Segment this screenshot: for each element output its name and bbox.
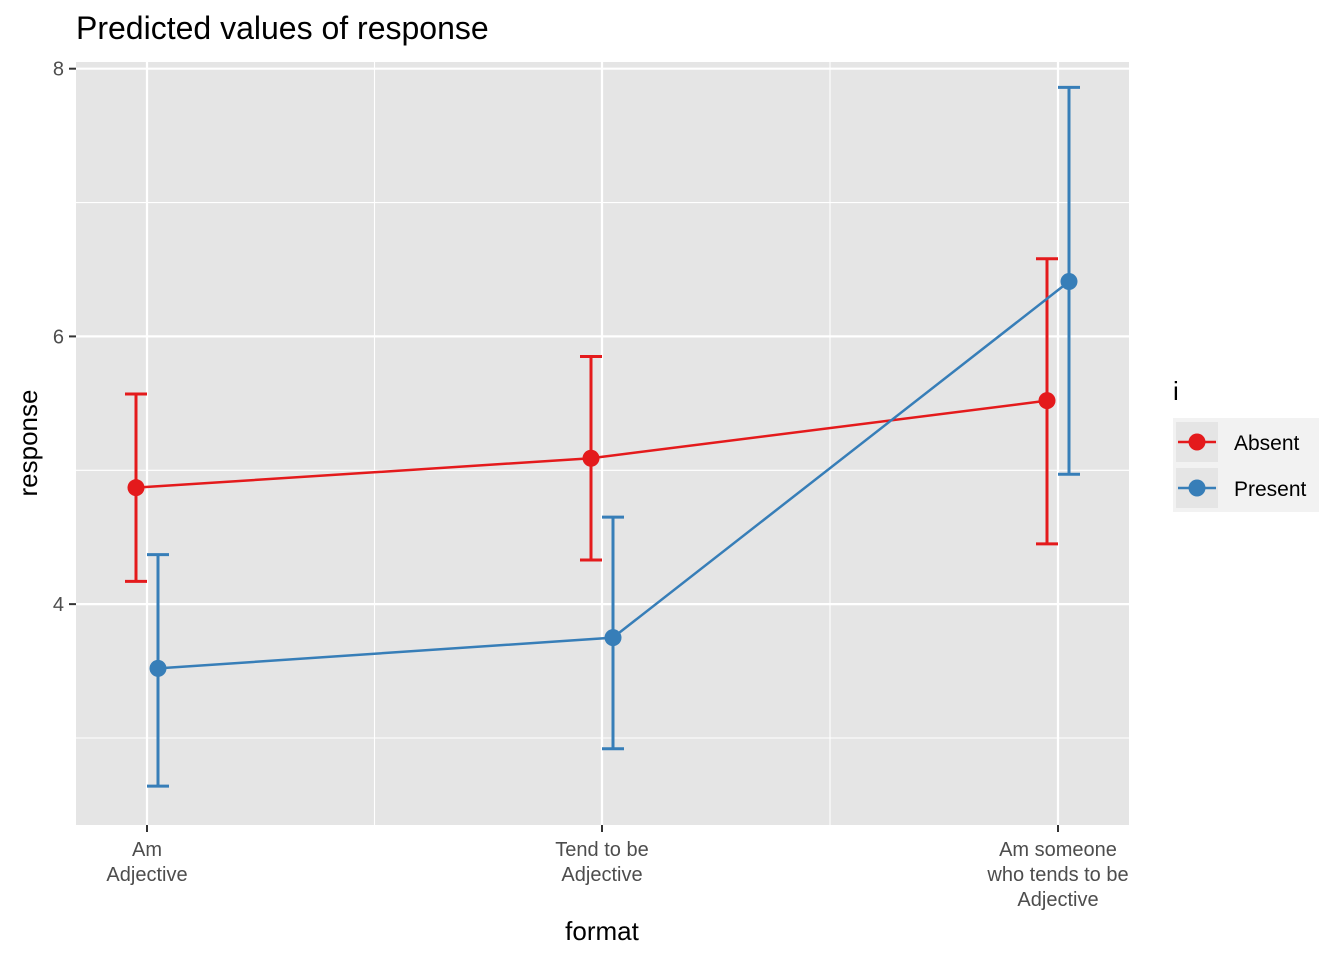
- x-tick-label: Tend to be Adjective: [555, 839, 648, 886]
- y-tick-label: 4: [53, 594, 64, 616]
- data-point: [604, 629, 622, 647]
- legend-key-point: [1188, 479, 1206, 497]
- y-tick-label: 6: [53, 326, 64, 348]
- x-tick-label: Am Adjective: [106, 839, 187, 886]
- legend-key-absent: [1176, 422, 1218, 462]
- y-tick-label: 8: [53, 59, 64, 81]
- y-axis: 4 6 8: [53, 59, 76, 616]
- data-point: [1038, 392, 1056, 410]
- series-absent: [125, 257, 1058, 583]
- legend-label: Present: [1234, 478, 1307, 501]
- x-axis-title: format: [565, 916, 639, 946]
- data-point: [582, 449, 600, 467]
- x-axis: Am Adjective Tend to be Adjective Am someone…: [106, 825, 1129, 911]
- legend: i Absent Present: [1173, 376, 1319, 512]
- series-layer: [125, 85, 1080, 788]
- x-tick-label: Am someone who tends to be Adjective: [986, 839, 1128, 911]
- data-point: [149, 659, 167, 677]
- legend-key-present: [1176, 468, 1218, 508]
- data-point: [1060, 273, 1078, 291]
- legend-key-point: [1188, 433, 1206, 451]
- data-point: [127, 479, 145, 497]
- legend-label: Absent: [1234, 432, 1300, 455]
- major-gridlines: [76, 62, 1129, 825]
- legend-title: i: [1173, 376, 1179, 406]
- y-axis-title: response: [13, 390, 43, 497]
- chart-title: Predicted values of response: [76, 10, 489, 46]
- series-present: [147, 85, 1080, 788]
